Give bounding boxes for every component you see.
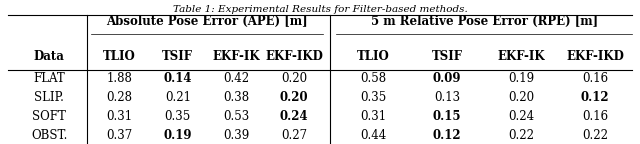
Text: 0.38: 0.38 [223,91,249,104]
Text: 0.19: 0.19 [164,129,192,142]
Text: 0.09: 0.09 [433,72,461,85]
Text: 0.31: 0.31 [360,110,386,123]
Text: 0.27: 0.27 [281,129,307,142]
Text: 0.20: 0.20 [281,72,307,85]
Text: SOFT: SOFT [32,110,66,123]
Text: 0.24: 0.24 [280,110,308,123]
Text: 0.19: 0.19 [508,72,534,85]
Text: 0.12: 0.12 [581,91,609,104]
Text: 0.44: 0.44 [360,129,386,142]
Text: 0.13: 0.13 [434,91,460,104]
Text: 0.20: 0.20 [280,91,308,104]
Text: 0.15: 0.15 [433,110,461,123]
Text: OBST.: OBST. [31,129,67,142]
Text: 0.28: 0.28 [107,91,132,104]
Text: 0.22: 0.22 [508,129,534,142]
Text: 0.39: 0.39 [223,129,249,142]
Text: 0.58: 0.58 [360,72,386,85]
Text: 0.53: 0.53 [223,110,249,123]
Text: TLIO: TLIO [103,50,136,63]
Text: TSIF: TSIF [431,50,463,63]
Text: FLAT: FLAT [33,72,65,85]
Text: EKF-IK: EKF-IK [212,50,260,63]
Text: EKF-IK: EKF-IK [497,50,545,63]
Text: Absolute Pose Error (APE) [m]: Absolute Pose Error (APE) [m] [106,15,308,28]
Text: 0.35: 0.35 [360,91,386,104]
Text: 1.88: 1.88 [107,72,132,85]
Text: 0.42: 0.42 [223,72,249,85]
Text: 0.24: 0.24 [508,110,534,123]
Text: SLIP.: SLIP. [35,91,64,104]
Text: 0.12: 0.12 [433,129,461,142]
Text: TLIO: TLIO [356,50,389,63]
Text: 0.14: 0.14 [164,72,192,85]
Text: 0.31: 0.31 [107,110,132,123]
Text: EKF-IKD: EKF-IKD [265,50,323,63]
Text: 0.20: 0.20 [508,91,534,104]
Text: Table 1: Experimental Results for Filter-based methods.: Table 1: Experimental Results for Filter… [173,5,467,15]
Text: 0.16: 0.16 [582,110,608,123]
Text: 0.37: 0.37 [106,129,132,142]
Text: 0.21: 0.21 [165,91,191,104]
Text: 0.35: 0.35 [164,110,191,123]
Text: 0.16: 0.16 [582,72,608,85]
Text: TSIF: TSIF [163,50,193,63]
Text: 0.22: 0.22 [582,129,608,142]
Text: EKF-IKD: EKF-IKD [566,50,624,63]
Text: Data: Data [34,50,65,63]
Text: 5 m Relative Pose Error (RPE) [m]: 5 m Relative Pose Error (RPE) [m] [371,15,598,28]
